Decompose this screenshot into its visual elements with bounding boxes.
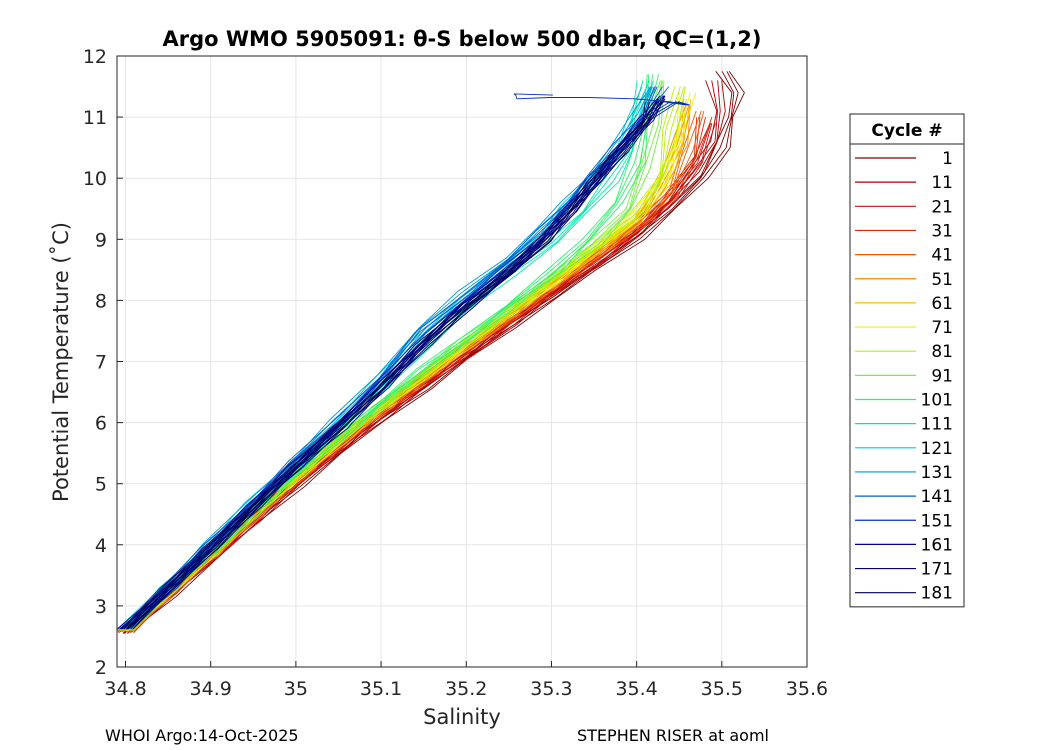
series-line [125, 101, 650, 630]
series-line [133, 80, 665, 631]
legend-label: 151 [921, 511, 953, 531]
series-line [126, 101, 657, 630]
series-line [129, 74, 654, 631]
legend-label: 11 [931, 173, 953, 193]
x-tick-label: 35.3 [530, 678, 572, 700]
legend-label: 111 [921, 415, 953, 435]
footer-left-credit: WHOI Argo:14-Oct-2025 [105, 726, 299, 745]
series-line [132, 98, 666, 630]
y-tick-label: 2 [95, 657, 107, 679]
axis-ticks: 34.8 34.9 35 35.1 35.2 35.3 35.4 35.5 35.6 2 3 4 5 6 7… [83, 46, 828, 700]
series-line [131, 80, 726, 632]
y-tick-label: 3 [95, 596, 107, 618]
y-axis-label: Potential Temperature (˚C) [49, 222, 73, 502]
x-tick-label: 35.5 [701, 678, 743, 700]
legend-label: 51 [931, 270, 953, 290]
legend-label: 31 [931, 221, 953, 241]
legend-box [849, 113, 965, 608]
y-tick-label: 7 [95, 352, 107, 374]
x-tick-label: 35.4 [615, 678, 657, 700]
y-tick-label: 6 [95, 413, 107, 435]
legend-label: 1 [942, 149, 953, 169]
y-tick-label: 12 [83, 46, 107, 68]
legend-label: 41 [931, 246, 953, 266]
data-series-layer [116, 71, 745, 634]
y-tick-label: 5 [95, 474, 107, 496]
legend-label: 91 [931, 366, 953, 386]
series-181 [123, 101, 662, 630]
series-line [123, 101, 646, 630]
chart-title: Argo WMO 5905091: θ-S below 500 dbar, QC… [163, 27, 762, 51]
y-tick-label: 9 [95, 229, 107, 251]
series-line [130, 74, 660, 631]
series-hook [513, 93, 671, 103]
y-tick-label: 8 [95, 290, 107, 312]
series-line [122, 86, 655, 629]
y-tick-label: 4 [95, 535, 107, 557]
series-line [128, 110, 705, 632]
x-tick-label: 35 [284, 678, 308, 700]
x-tick-label: 35.6 [786, 678, 828, 700]
series-line [513, 93, 671, 103]
x-tick-label: 35.1 [360, 678, 402, 700]
legend-label: 171 [921, 560, 953, 580]
series-line [117, 86, 652, 629]
legend-label: 121 [921, 439, 953, 459]
legend-label: 21 [931, 197, 953, 217]
legend-label: 101 [921, 391, 953, 411]
legend-label: 81 [931, 342, 953, 362]
series-line [128, 116, 713, 633]
legend: Cycle #111213141516171819110111112113114… [849, 113, 965, 608]
legend-label: 161 [921, 535, 953, 555]
x-tick-label: 34.9 [190, 678, 232, 700]
x-tick-label: 34.8 [104, 678, 146, 700]
legend-title: Cycle # [871, 121, 942, 141]
y-tick-label: 10 [83, 168, 107, 190]
series-line [133, 123, 716, 634]
x-axis-label: Salinity [423, 705, 501, 729]
legend-label: 71 [931, 318, 953, 338]
footer-right-credit: STEPHEN RISER at aoml [577, 726, 769, 745]
series-line [124, 86, 653, 629]
legend-label: 181 [921, 584, 953, 604]
y-tick-label: 11 [83, 107, 107, 129]
legend-label: 131 [921, 463, 953, 483]
legend-label: 61 [931, 294, 953, 314]
series-line [127, 101, 662, 630]
x-tick-label: 35.2 [445, 678, 487, 700]
legend-label: 141 [921, 487, 953, 507]
